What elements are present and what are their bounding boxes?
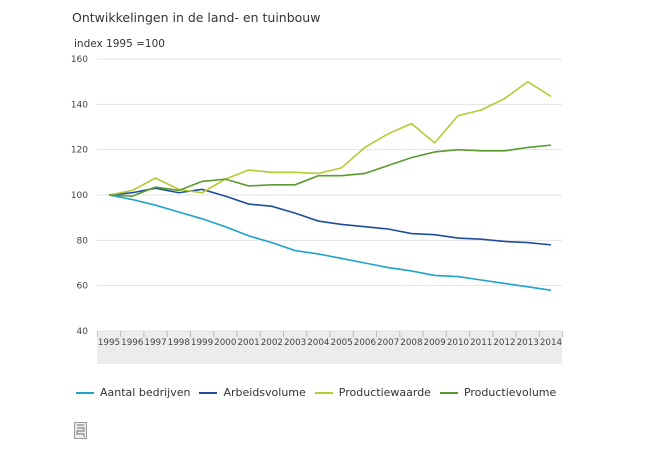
x-tick-label: 2001 (237, 338, 259, 348)
legend-swatch (314, 391, 333, 394)
x-tick-label: 2003 (284, 338, 306, 348)
chart-title: Ontwikkelingen in de land- en tuinbouw (72, 10, 321, 25)
legend-swatch (76, 391, 94, 394)
legend-label: Arbeidsvolume (223, 386, 306, 399)
legend-label: Productiewaarde (338, 386, 431, 399)
legend-item: Productiewaarde (314, 386, 431, 399)
legend-label: Aantal bedrijven (100, 386, 191, 399)
y-tick-label: 140 (71, 100, 88, 110)
x-tick-label: 1995 (98, 338, 120, 348)
x-tick-label: 2011 (470, 338, 492, 348)
legend-item: Arbeidsvolume (199, 386, 306, 399)
legend: Aantal bedrijven Arbeidsvolume Productiewa… (76, 386, 565, 399)
x-tick-label: 2007 (377, 338, 399, 348)
y-axis-label: index 1995 =100 (74, 38, 165, 50)
y-tick-label: 80 (77, 236, 89, 246)
x-tick-label: 2002 (261, 338, 283, 348)
x-tick-label: 1999 (191, 338, 214, 348)
legend-item: Aantal bedrijven (76, 386, 190, 399)
legend-label: Productievolume (463, 386, 557, 399)
legend-swatch (199, 391, 218, 394)
x-tick-label: 1996 (121, 338, 144, 348)
x-tick-label: 2000 (214, 338, 237, 348)
y-tick-label: 160 (71, 55, 88, 65)
series-line-aantal-bedrijven (108, 194, 552, 291)
series-line-arbeidsvolume (108, 187, 552, 246)
x-tick-label: 2009 (424, 338, 447, 348)
y-tick-label: 40 (77, 327, 89, 337)
legend-item: Productievolume (439, 386, 557, 399)
x-tick-label: 2004 (307, 338, 330, 348)
x-tick-label: 2006 (354, 338, 377, 348)
x-tick-label: 2012 (493, 338, 515, 348)
y-tick-label: 120 (71, 146, 88, 156)
series-line-productiewaarde (108, 80, 552, 196)
series-line-productievolume (108, 144, 552, 197)
y-tick-label: 100 (71, 191, 88, 201)
x-tick-label: 1997 (144, 338, 166, 348)
y-tick-label: 60 (77, 282, 89, 292)
legend-swatch (439, 391, 458, 394)
x-tick-label: 2008 (400, 338, 423, 348)
x-tick-label: 2013 (517, 338, 539, 348)
x-tick-label: 2014 (540, 338, 563, 348)
cbs-logo-icon (74, 422, 87, 439)
x-tick-label: 2005 (331, 338, 353, 348)
x-tick-label: 1998 (168, 338, 191, 348)
x-tick-label: 2010 (447, 338, 470, 348)
